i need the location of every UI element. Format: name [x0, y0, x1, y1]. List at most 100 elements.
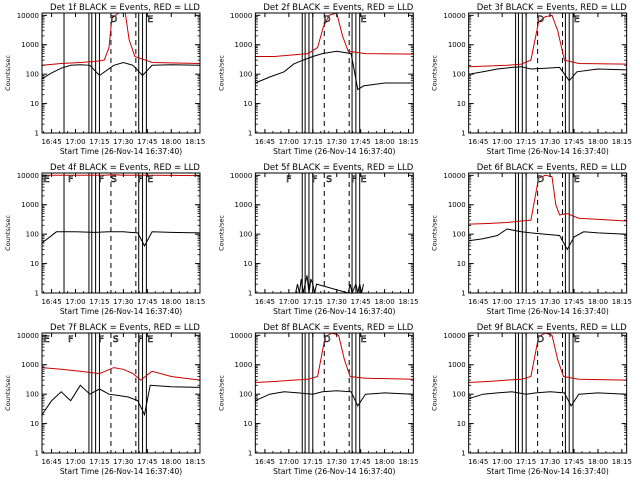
flag-label: D: [324, 15, 331, 25]
flag-label: E: [574, 15, 580, 25]
panel-det-7: Det 7f BLACK = Events, RED = LLD Counts/s…: [4, 323, 205, 476]
panel-det-2: Det 2f BLACK = Events, RED = LLD Counts/s…: [217, 3, 418, 156]
series-lld: [468, 14, 627, 68]
flag-label: F: [68, 175, 73, 185]
flag-label: E: [574, 175, 580, 185]
flag-label: D: [537, 15, 544, 25]
y-axis-label: Counts/sec: [431, 55, 439, 91]
x-tick-label: 16:45: [255, 298, 275, 306]
flag-label: F: [286, 175, 291, 185]
y-tick-label: 10000: [17, 12, 39, 20]
y-tick-label: 10: [30, 260, 39, 268]
y-tick-label: 10: [30, 100, 39, 108]
y-tick-label: 1: [248, 450, 252, 458]
x-tick-label: 16:45: [255, 458, 275, 466]
y-tick-label: 10: [457, 260, 466, 268]
flag-label: D: [110, 15, 117, 25]
y-tick-label: 1000: [235, 361, 253, 369]
x-tick-label: 17:45: [137, 298, 157, 306]
flag-label: F: [99, 175, 104, 185]
y-tick-label: 1000: [235, 201, 253, 209]
series-lld: [255, 12, 414, 57]
chart-title: Det 4f BLACK = Events, RED = LLD: [50, 163, 200, 173]
x-tick-label: 17:00: [492, 458, 512, 466]
x-tick-label: 18:15: [398, 138, 418, 146]
flag-label: E: [147, 175, 153, 185]
x-tick-label: 18:15: [612, 458, 632, 466]
y-tick-label: 10: [243, 100, 252, 108]
x-tick-label: 17:30: [113, 138, 133, 146]
x-axis-label: Start Time (26-Nov-14 16:37:40): [60, 467, 182, 476]
x-tick-label: 17:45: [564, 138, 584, 146]
x-tick-label: 17:45: [137, 138, 157, 146]
y-axis-label: Counts/sec: [4, 375, 12, 411]
series-lld: [255, 332, 414, 383]
x-tick-label: 18:00: [588, 458, 608, 466]
y-tick-label: 1: [35, 450, 39, 458]
y-tick-label: 1000: [235, 41, 253, 49]
chart-title: Det 7f BLACK = Events, RED = LLD: [50, 323, 200, 333]
flag-label: F: [312, 175, 317, 185]
flag-label: F: [138, 175, 143, 185]
y-tick-label: 100: [26, 231, 39, 239]
panel-det-8: Det 8f BLACK = Events, RED = LLD Counts/s…: [217, 323, 418, 476]
flag-label: D: [537, 175, 544, 185]
x-tick-label: 16:45: [41, 298, 61, 306]
x-tick-label: 18:15: [612, 138, 632, 146]
x-tick-label: 18:15: [612, 298, 632, 306]
series-events: [468, 391, 627, 407]
x-tick-label: 17:00: [65, 138, 85, 146]
x-tick-label: 17:30: [113, 458, 133, 466]
series-events: [468, 228, 627, 251]
x-tick-label: 16:45: [468, 138, 488, 146]
y-tick-label: 1000: [21, 201, 39, 209]
flag-label: D: [537, 335, 544, 345]
x-tick-label: 17:30: [540, 298, 560, 306]
x-tick-label: 18:15: [185, 138, 205, 146]
y-tick-label: 100: [452, 391, 465, 399]
chart-title: Det 9f BLACK = Events, RED = LLD: [477, 323, 627, 333]
y-tick-label: 1: [248, 290, 252, 298]
x-tick-label: 17:15: [303, 458, 323, 466]
x-tick-label: 17:15: [89, 458, 109, 466]
panel-det-1: Det 1f BLACK = Events, RED = LLD Counts/s…: [4, 3, 205, 156]
plot-frame: [468, 332, 628, 454]
y-tick-label: 1: [35, 130, 39, 138]
x-tick-label: 17:30: [327, 298, 347, 306]
x-tick-label: 16:45: [468, 458, 488, 466]
x-axis-label: Start Time (26-Nov-14 16:37:40): [273, 147, 395, 156]
x-tick-label: 18:00: [375, 138, 395, 146]
y-tick-label: 1: [461, 130, 465, 138]
x-tick-label: 17:30: [327, 458, 347, 466]
y-tick-label: 10: [243, 420, 252, 428]
x-tick-label: 17:00: [65, 458, 85, 466]
x-tick-label: 17:30: [540, 138, 560, 146]
x-tick-label: 18:00: [588, 298, 608, 306]
y-tick-label: 10000: [230, 172, 252, 180]
flag-label: S: [326, 175, 332, 185]
y-tick-label: 10000: [230, 12, 252, 20]
x-tick-label: 17:30: [327, 138, 347, 146]
y-tick-label: 10000: [443, 332, 465, 340]
y-axis-label: Counts/sec: [431, 375, 439, 411]
x-tick-label: 17:00: [279, 298, 299, 306]
y-tick-label: 100: [26, 71, 39, 79]
series-events: [255, 50, 414, 91]
y-tick-label: 1: [461, 290, 465, 298]
x-tick-label: 16:45: [255, 138, 275, 146]
y-tick-label: 1000: [448, 361, 466, 369]
x-tick-label: 17:15: [516, 138, 536, 146]
x-tick-label: 18:15: [185, 298, 205, 306]
y-axis-label: Counts/sec: [217, 55, 225, 91]
y-tick-label: 100: [452, 231, 465, 239]
x-tick-label: 17:45: [351, 138, 371, 146]
series-events: [41, 231, 201, 247]
y-axis-label: Counts/sec: [431, 215, 439, 251]
chart-title: Det 1f BLACK = Events, RED = LLD: [50, 3, 200, 13]
y-tick-label: 1000: [448, 201, 466, 209]
flag-label: E: [44, 175, 50, 185]
y-axis-label: Counts/sec: [217, 375, 225, 411]
flag-label: E: [574, 335, 580, 345]
